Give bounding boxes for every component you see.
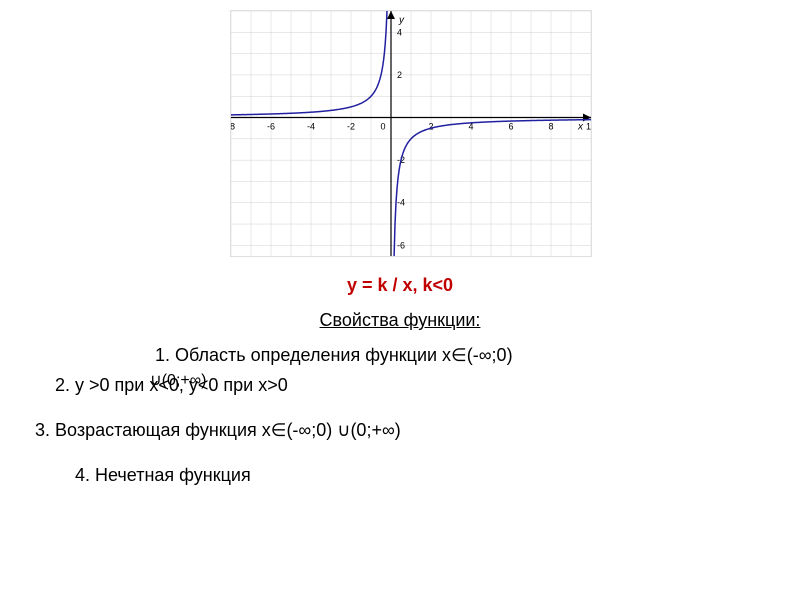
chart-svg: -8-6-4-20246810-6-4-224xy	[231, 11, 591, 256]
property-3: 3. Возрастающая функция x∈(-∞;0) ∪(0;+∞)	[35, 420, 401, 441]
formula: y = k / x, k<0	[0, 275, 800, 296]
svg-text:0: 0	[380, 122, 385, 132]
property-4: 4. Нечетная функция	[75, 465, 251, 486]
svg-text:-2: -2	[347, 122, 355, 132]
svg-text:10: 10	[586, 122, 591, 132]
svg-text:4: 4	[397, 27, 402, 37]
svg-text:-4: -4	[397, 198, 405, 208]
svg-text:-6: -6	[397, 240, 405, 250]
property-2: 2. y >0 при x<0, y<0 при x>0	[55, 375, 288, 396]
function-chart: -8-6-4-20246810-6-4-224xy	[230, 10, 592, 257]
svg-text:x: x	[577, 122, 584, 133]
svg-text:2: 2	[397, 70, 402, 80]
svg-text:2: 2	[428, 122, 433, 132]
property-1-line1: 1. Область определения функции x∈(-∞;0)	[155, 345, 513, 366]
svg-text:6: 6	[508, 122, 513, 132]
svg-text:8: 8	[548, 122, 553, 132]
svg-text:-6: -6	[267, 122, 275, 132]
svg-text:y: y	[398, 15, 405, 26]
svg-text:-4: -4	[307, 122, 315, 132]
svg-text:-8: -8	[231, 122, 235, 132]
section-title: Свойства функции:	[0, 310, 800, 331]
